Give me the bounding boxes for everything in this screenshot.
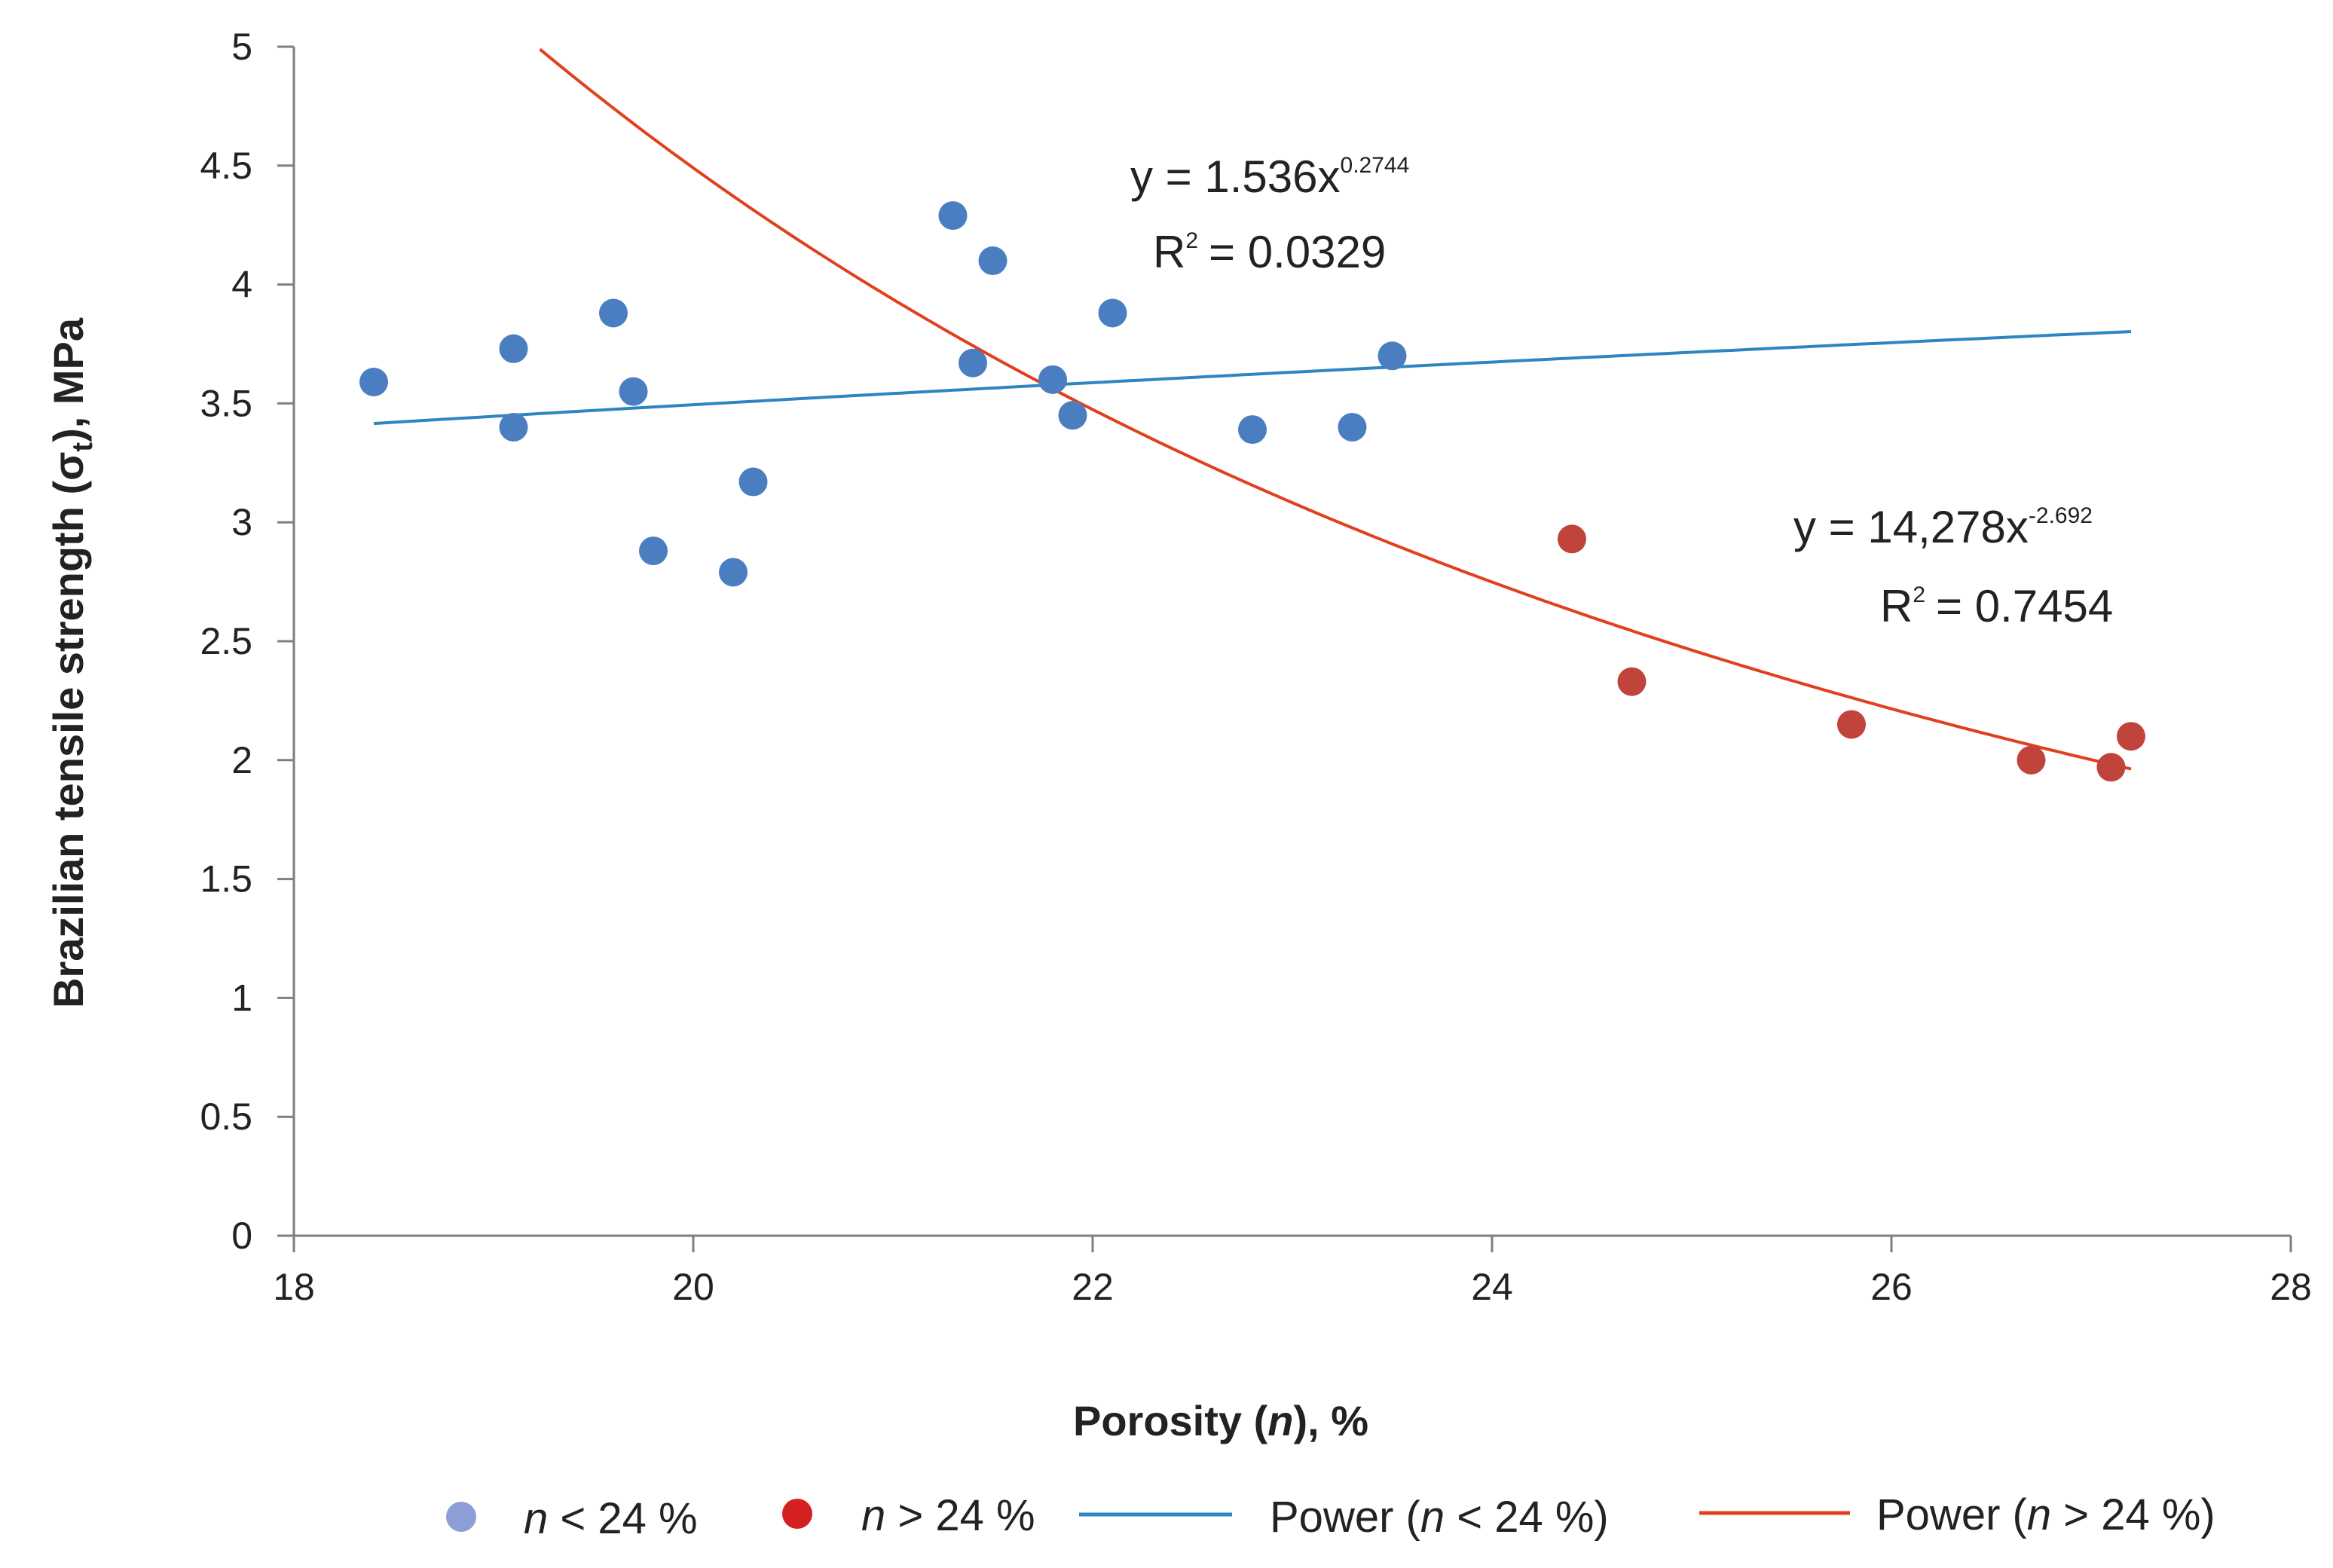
data-point-low-porosity [499, 412, 528, 442]
equation-high-porosity: y = 14,278x-2.692 [1793, 502, 2093, 552]
trendlines [373, 47, 2132, 771]
data-point-high-porosity [2117, 722, 2145, 751]
data-point-low-porosity [738, 467, 768, 497]
legend-label-power-low: Power (n < 24 %) [1270, 1493, 1609, 1542]
data-point-low-porosity [719, 558, 748, 587]
data-point-low-porosity [1098, 298, 1127, 328]
legend-marker-high [782, 1499, 812, 1529]
legend: n < 24 % n > 24 % Power (n < 24 %) Power… [446, 1490, 2215, 1543]
x-axis-title: Porosity (n), % [1073, 1397, 1368, 1444]
data-point-low-porosity [1377, 341, 1407, 371]
annotations: y = 1.536x0.2744 R2 = 0.0329 y = 14,278x-… [1130, 151, 2113, 631]
x-tick-label: 18 [273, 1266, 315, 1308]
y-tick-label: 2.5 [200, 620, 252, 662]
y-tick-label: 5 [231, 26, 252, 68]
x-tick-label: 28 [2270, 1266, 2312, 1308]
trendline-high-porosity [539, 47, 2132, 771]
data-point-high-porosity [1617, 667, 1647, 696]
y-tick-label: 1.5 [200, 858, 252, 900]
data-point-low-porosity [359, 367, 388, 396]
data-point-low-porosity [938, 201, 968, 231]
data-point-high-porosity [1837, 710, 1866, 739]
data-point-low-porosity [1058, 401, 1087, 430]
data-point-low-porosity [639, 536, 668, 566]
data-point-low-porosity [599, 298, 628, 328]
y-tick-label: 3 [231, 501, 252, 543]
y-axis-title: Brazilian tensile strength (σt), MPa [44, 317, 99, 1008]
legend-label-power-high: Power (n > 24 %) [1876, 1490, 2215, 1539]
data-points [359, 201, 2145, 782]
legend-label-high: n > 24 % [861, 1491, 1035, 1540]
y-tick-label: 0.5 [200, 1096, 252, 1138]
data-point-high-porosity [2096, 753, 2126, 782]
legend-label-low: n < 24 % [524, 1494, 698, 1543]
x-tick-label: 20 [672, 1266, 714, 1308]
data-point-low-porosity [1038, 365, 1067, 394]
axes: 0 0.5 1 1.5 2 2.5 3 3.5 4 4.5 5 18 20 22 24 26 28 [200, 26, 2311, 1308]
y-tick-label: 4.5 [200, 145, 252, 187]
equation-low-porosity: y = 1.536x0.2744 [1130, 151, 1409, 202]
data-point-low-porosity [1238, 415, 1267, 445]
x-tick-label: 24 [1471, 1266, 1513, 1308]
data-point-low-porosity [619, 377, 648, 406]
y-tick-label: 3.5 [200, 382, 252, 424]
y-tick-label: 1 [231, 977, 252, 1019]
legend-marker-low [446, 1502, 476, 1532]
y-tick-label: 0 [231, 1215, 252, 1257]
trendline-low-porosity [373, 330, 2132, 426]
y-tick-label: 4 [231, 264, 252, 306]
data-point-low-porosity [1338, 412, 1367, 442]
data-point-high-porosity [2017, 745, 2046, 775]
data-point-high-porosity [1558, 524, 1586, 554]
y-tick-label: 2 [231, 739, 252, 781]
x-tick-label: 26 [1870, 1266, 1913, 1308]
data-point-low-porosity [959, 348, 987, 377]
r2-low-porosity: R2 = 0.0329 [1153, 227, 1386, 277]
data-point-low-porosity [499, 334, 528, 363]
data-point-low-porosity [978, 246, 1008, 276]
r2-high-porosity: R2 = 0.7454 [1880, 581, 2113, 631]
x-tick-label: 22 [1072, 1266, 1114, 1308]
